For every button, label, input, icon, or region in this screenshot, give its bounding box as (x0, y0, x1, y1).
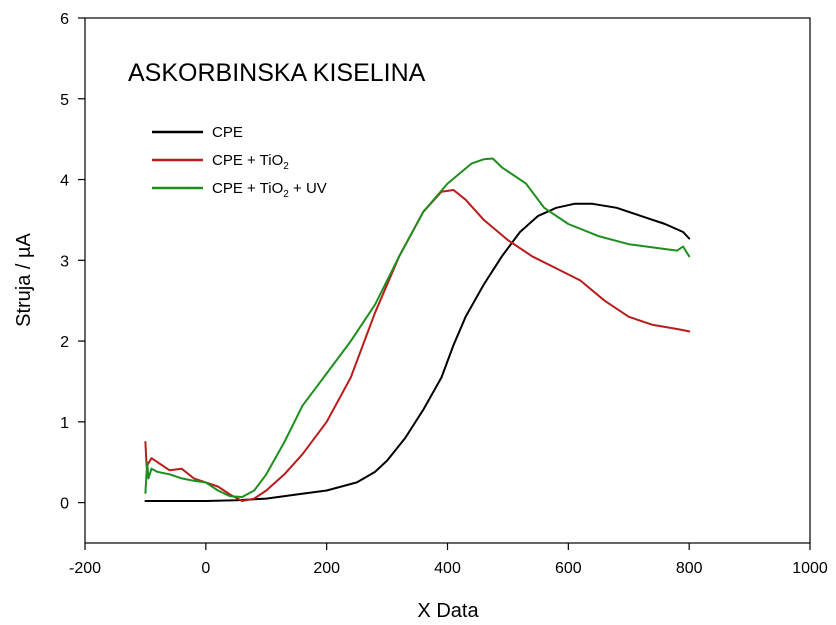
x-tick-label: -200 (69, 560, 101, 577)
x-axis-ticks: -200 0 200 400 600 800 1000 (69, 543, 828, 577)
legend-label-2: CPE + TiO2 (212, 152, 289, 172)
plot-frame (84, 17, 811, 544)
series-line-1 (144, 202, 691, 502)
y-tick-label: 3 (60, 253, 69, 270)
plot-area-border (84, 17, 811, 544)
legend: CPE CPE + TiO2 CPE + TiO2 + UV (152, 124, 327, 200)
series-line-2 (144, 189, 691, 502)
y-axis-title: Struja / µA (13, 232, 35, 326)
series-line-3 (144, 157, 691, 498)
y-tick-label: 2 (60, 334, 69, 351)
x-tick-label: 0 (201, 560, 210, 577)
y-tick-label: 1 (60, 415, 69, 432)
y-tick-label: 0 (60, 496, 69, 513)
x-tick-label: 200 (313, 560, 340, 577)
x-tick-label: 400 (434, 560, 461, 577)
legend-label-1: CPE (212, 124, 243, 141)
x-tick-label: 1000 (792, 560, 828, 577)
y-axis-ticks: 0 1 2 3 4 5 6 (60, 11, 85, 513)
y-tick-label: 4 (60, 173, 69, 190)
y-tick-label: 5 (60, 92, 69, 109)
y-tick-label: 6 (60, 11, 69, 28)
series-group (144, 157, 691, 502)
x-tick-label: 800 (676, 560, 703, 577)
x-axis-title: X Data (417, 600, 479, 622)
x-tick-label: 600 (555, 560, 582, 577)
chart-title: ASKORBINSKA KISELINA (128, 59, 426, 87)
legend-label-3: CPE + TiO2 + UV (212, 180, 327, 200)
